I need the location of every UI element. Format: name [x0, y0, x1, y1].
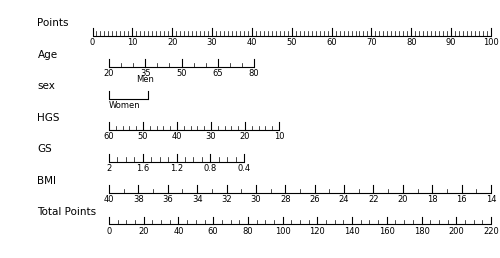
Text: 0: 0: [106, 227, 112, 236]
Text: 2: 2: [106, 164, 112, 173]
Text: sex: sex: [38, 81, 56, 91]
Text: 40: 40: [173, 227, 184, 236]
Text: 35: 35: [140, 69, 150, 78]
Text: 30: 30: [206, 132, 216, 141]
Text: 50: 50: [138, 132, 148, 141]
Text: 200: 200: [448, 227, 464, 236]
Text: 1.6: 1.6: [136, 164, 149, 173]
Text: 90: 90: [446, 38, 456, 47]
Text: Women: Women: [109, 101, 140, 110]
Text: 22: 22: [368, 195, 378, 204]
Text: 40: 40: [104, 195, 114, 204]
Text: 0.8: 0.8: [204, 164, 217, 173]
Text: 60: 60: [208, 227, 218, 236]
Text: 80: 80: [406, 38, 416, 47]
Text: 20: 20: [240, 132, 250, 141]
Text: 120: 120: [310, 227, 325, 236]
Text: 28: 28: [280, 195, 290, 204]
Text: 20: 20: [104, 69, 114, 78]
Text: 10: 10: [274, 132, 284, 141]
Text: 60: 60: [326, 38, 337, 47]
Text: 30: 30: [206, 38, 218, 47]
Text: 14: 14: [486, 195, 496, 204]
Text: 100: 100: [483, 38, 499, 47]
Text: 10: 10: [127, 38, 138, 47]
Text: 40: 40: [172, 132, 182, 141]
Text: 1.2: 1.2: [170, 164, 183, 173]
Text: 180: 180: [414, 227, 430, 236]
Text: 100: 100: [275, 227, 290, 236]
Text: 24: 24: [339, 195, 349, 204]
Text: Total Points: Total Points: [38, 207, 96, 217]
Text: Points: Points: [38, 18, 69, 28]
Text: HGS: HGS: [38, 113, 60, 123]
Text: 32: 32: [221, 195, 232, 204]
Text: 140: 140: [344, 227, 360, 236]
Text: 18: 18: [427, 195, 438, 204]
Text: 36: 36: [162, 195, 173, 204]
Text: 30: 30: [250, 195, 261, 204]
Text: Age: Age: [38, 50, 58, 60]
Text: 26: 26: [310, 195, 320, 204]
Text: 160: 160: [379, 227, 395, 236]
Text: 40: 40: [246, 38, 257, 47]
Text: 50: 50: [176, 69, 187, 78]
Text: 80: 80: [242, 227, 253, 236]
Text: 65: 65: [212, 69, 223, 78]
Text: Men: Men: [136, 75, 154, 84]
Text: 80: 80: [248, 69, 260, 78]
Text: 0: 0: [90, 38, 95, 47]
Text: 50: 50: [286, 38, 297, 47]
Text: 20: 20: [138, 227, 149, 236]
Text: 38: 38: [133, 195, 144, 204]
Text: 16: 16: [456, 195, 467, 204]
Text: 20: 20: [167, 38, 177, 47]
Text: 60: 60: [104, 132, 115, 141]
Text: 34: 34: [192, 195, 202, 204]
Text: BMI: BMI: [38, 176, 56, 186]
Text: 0.4: 0.4: [238, 164, 250, 173]
Text: 20: 20: [398, 195, 408, 204]
Text: GS: GS: [38, 144, 52, 154]
Text: 70: 70: [366, 38, 377, 47]
Text: 220: 220: [483, 227, 499, 236]
